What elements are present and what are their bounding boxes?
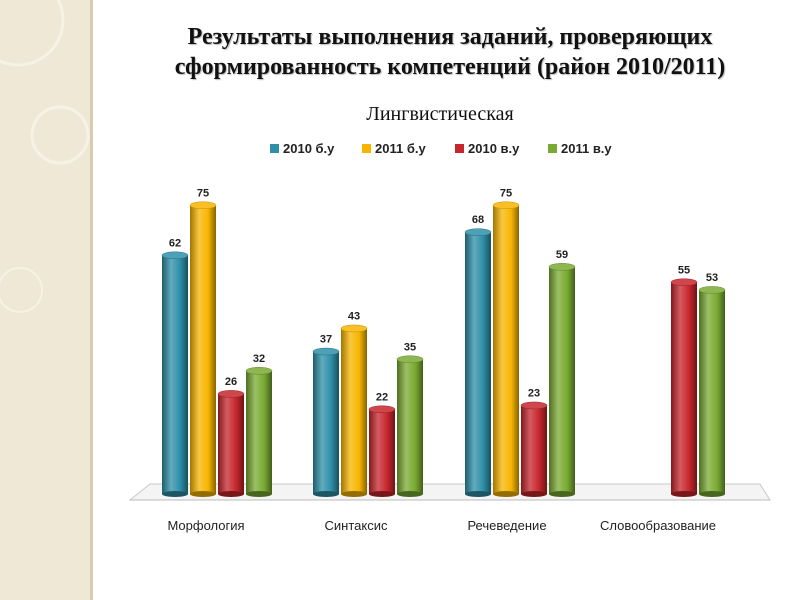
bar-2010-б-у-0	[161, 251, 189, 497]
bar-2010-б-у-1	[312, 347, 340, 497]
slide-title: Результаты выполнения заданий, проверяющ…	[120, 22, 780, 82]
data-label: 35	[404, 341, 416, 353]
bar-2010-в-у-0	[217, 390, 245, 497]
data-label: 53	[706, 272, 718, 284]
bar-2010-б-у-2	[464, 228, 492, 497]
bar-2011-в-у-2	[548, 263, 576, 497]
x-axis-label: Словообразование	[600, 518, 716, 533]
data-label: 59	[556, 249, 568, 261]
data-label: 55	[678, 264, 690, 276]
legend-swatch	[362, 144, 371, 153]
legend-label: 2010 б.у	[283, 141, 335, 156]
legend-swatch	[455, 144, 464, 153]
slide-title-line1: Результаты выполнения заданий, проверяющ…	[187, 24, 713, 50]
chart-title: Лингвистическая	[366, 103, 513, 125]
data-label: 62	[169, 237, 181, 249]
decorative-circles	[0, 0, 90, 313]
side-divider	[90, 0, 93, 600]
data-label: 22	[376, 391, 388, 403]
x-axis-label: Синтаксис	[325, 518, 388, 533]
chart-bars: 62 75 26 32 37 43 22 35 68 75 23 59 55 53	[161, 187, 726, 497]
data-label: 26	[225, 376, 237, 388]
slide-title-line2: сформированность компетенций (район 2010…	[174, 54, 726, 80]
legend-swatch	[270, 144, 279, 153]
bar-2011-б-у-0	[189, 201, 217, 497]
bar-2011-в-у-3	[698, 286, 726, 497]
data-label: 75	[197, 187, 209, 199]
data-label: 75	[500, 187, 512, 199]
x-axis-labels: Морфология Синтаксис Речеведение Словообраз…	[167, 518, 716, 533]
chart-floor	[128, 483, 771, 501]
chart-legend: 2010 б.у 2011 б.у 2010 в.у 2011 в.у	[270, 141, 612, 156]
data-label: 68	[472, 214, 484, 226]
bar-2011-б-у-1	[340, 324, 368, 497]
data-label: 43	[348, 310, 360, 322]
data-label: 37	[320, 334, 332, 346]
bar-2010-в-у-2	[520, 401, 548, 497]
bar-2011-б-у-2	[492, 201, 520, 497]
x-axis-label: Речеведение	[467, 518, 546, 533]
legend-label: 2010 в.у	[468, 141, 520, 156]
legend-label: 2011 в.у	[561, 141, 612, 156]
decorative-side-panel	[0, 0, 90, 600]
bar-2011-в-у-1	[396, 355, 424, 497]
bar-2010-в-у-1	[368, 405, 396, 497]
data-label: 23	[528, 387, 540, 399]
legend-label: 2011 б.у	[375, 141, 426, 156]
bar-2010-в-у-3	[670, 278, 698, 497]
x-axis-label: Морфология	[167, 518, 244, 533]
data-label: 32	[253, 353, 265, 365]
legend-swatch	[548, 144, 557, 153]
bar-2011-в-у-0	[245, 367, 273, 497]
